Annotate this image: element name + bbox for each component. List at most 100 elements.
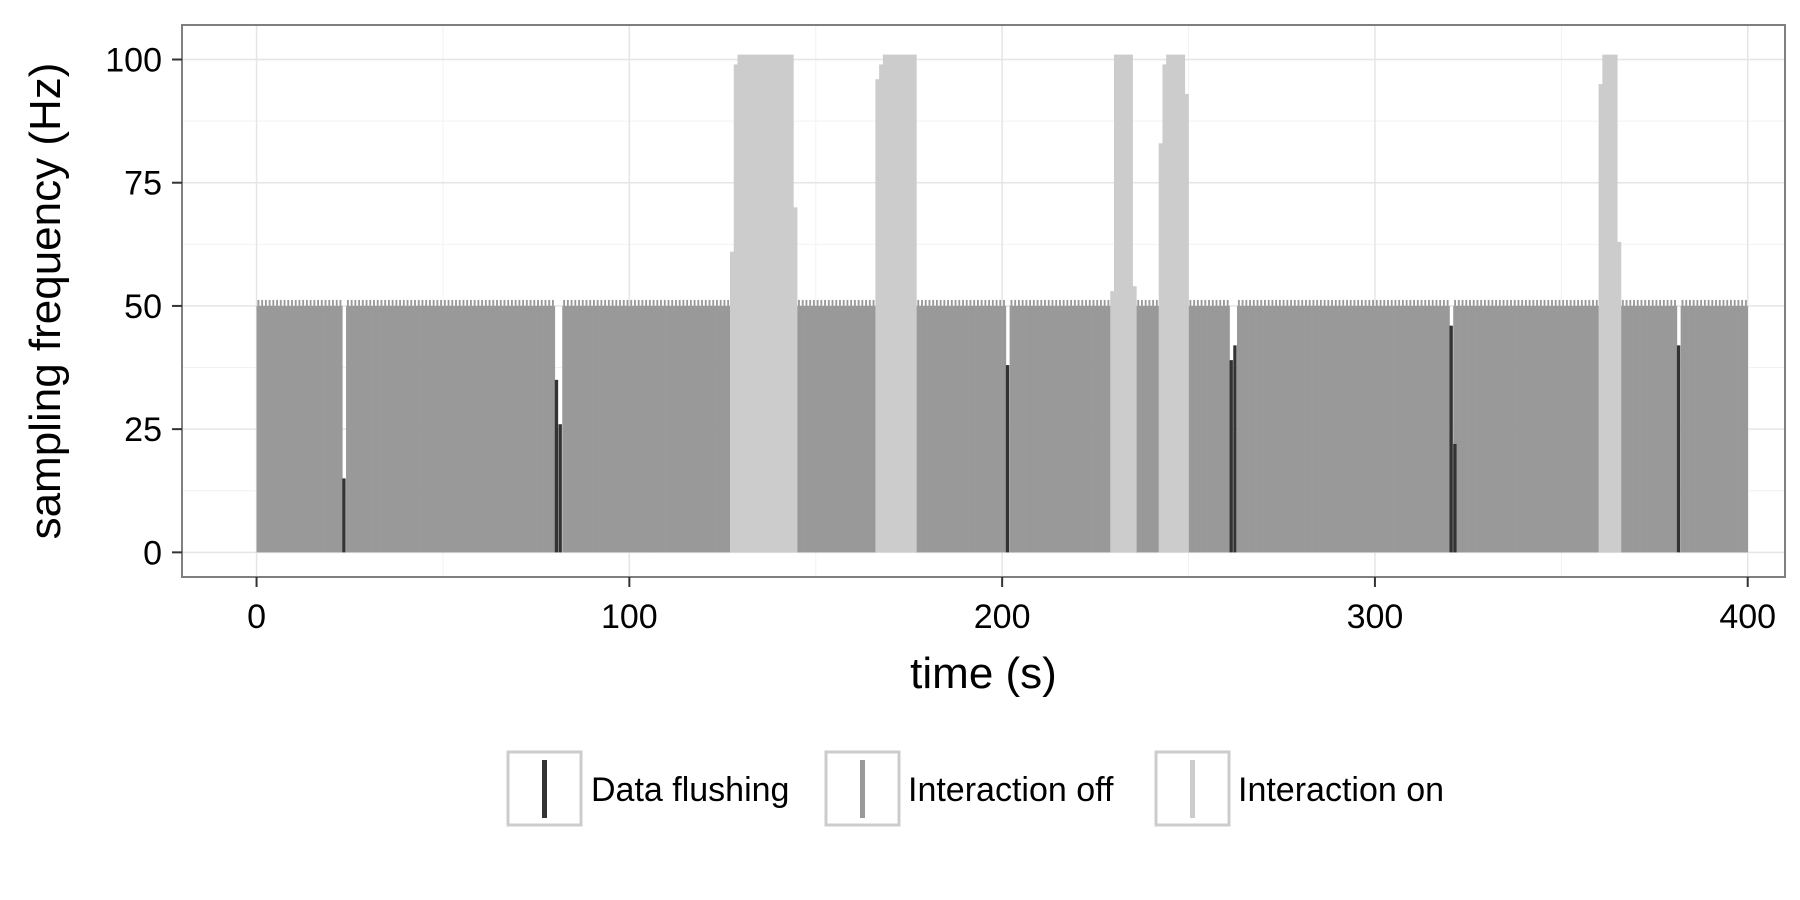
bar-interaction-off-cap — [622, 299, 625, 306]
bar-interaction-off — [450, 305, 455, 553]
bar-interaction-off-cap — [716, 299, 718, 306]
bar-interaction-off — [1706, 305, 1711, 553]
bar-interaction-off — [301, 305, 306, 553]
bar-interaction-off — [1647, 305, 1652, 553]
bar-interaction-off — [439, 305, 444, 553]
bar-interaction-off — [532, 305, 537, 553]
bar-interaction-off-cap — [816, 299, 819, 306]
bar-interaction-off-cap — [619, 299, 621, 306]
bar-interaction-off — [327, 305, 332, 553]
bar-interaction-off — [1266, 305, 1271, 553]
bar-interaction-on — [744, 54, 749, 553]
bar-interaction-off-cap — [320, 299, 323, 306]
bar-interaction-off — [349, 305, 354, 553]
bar-interaction-off — [1475, 305, 1480, 553]
bar-interaction-off-cap — [1208, 299, 1210, 306]
bar-interaction-off-cap — [921, 299, 923, 306]
bar-interaction-off — [1374, 305, 1379, 553]
bar-interaction-off — [1076, 305, 1081, 553]
bar-interaction-off-cap — [1029, 299, 1032, 306]
bar-interaction-off — [647, 305, 653, 553]
bar-interaction-off-cap — [1647, 299, 1650, 306]
bar-interaction-on — [1128, 54, 1133, 553]
bar-interaction-off-cap — [469, 299, 472, 306]
bar-interaction-off — [1095, 305, 1100, 553]
bar-interaction-off — [431, 305, 436, 553]
bar-interaction-on — [1177, 54, 1182, 553]
bar-interaction-off — [1013, 305, 1018, 553]
bar-interaction-off — [495, 305, 500, 553]
bar-interaction-off-cap — [928, 299, 931, 306]
bar-interaction-off-cap — [1003, 299, 1005, 306]
bar-interaction-off-cap — [358, 299, 361, 306]
bar-interaction-off-cap — [1592, 299, 1594, 306]
bar-interaction-off — [346, 305, 351, 553]
x-tick-label: 200 — [974, 598, 1031, 636]
bar-interaction-off — [1680, 305, 1685, 553]
bar-interaction-off-cap — [1099, 299, 1102, 306]
bar-interaction-off — [1415, 305, 1420, 553]
bar-interaction-off-cap — [1021, 299, 1024, 306]
bar-interaction-off-cap — [1055, 299, 1058, 306]
bar-interaction-off-cap — [1685, 299, 1688, 306]
bar-interaction-off-cap — [488, 299, 491, 306]
bar-interaction-off — [849, 305, 854, 553]
bar-interaction-off-cap — [1666, 299, 1669, 306]
bar-interaction-off-cap — [455, 299, 457, 306]
bar-interaction-off — [674, 305, 679, 553]
bar-interaction-off-cap — [443, 299, 446, 306]
bar-interaction-off-cap — [462, 299, 465, 306]
bar-interaction-off-cap — [1394, 299, 1397, 306]
bar-interaction-off — [599, 305, 604, 553]
bar-interaction-off — [573, 305, 578, 553]
bar-interaction-off-cap — [1513, 299, 1516, 306]
bar-interaction-off-cap — [868, 299, 871, 306]
bar-interaction-off-cap — [1327, 299, 1330, 306]
bar-interaction-off-cap — [1483, 299, 1486, 306]
bar-interaction-off-cap — [667, 299, 670, 306]
bar-interaction-off-cap — [831, 299, 834, 306]
bar-interaction-off — [1665, 305, 1670, 553]
bar-interaction-off — [375, 305, 380, 553]
bar-interaction-off-cap — [704, 299, 707, 306]
bar-interaction-off — [633, 305, 638, 553]
bar-interaction-off — [469, 305, 474, 553]
bar-interaction-off — [834, 305, 839, 553]
bar-interaction-off-cap — [939, 299, 942, 306]
bar-interaction-off — [524, 305, 529, 553]
bar-interaction-off — [711, 305, 716, 553]
bar-interaction-off — [979, 305, 984, 553]
bar-interaction-off-cap — [861, 299, 864, 306]
bar-interaction-off-cap — [1424, 299, 1427, 306]
bar-interaction-off-cap — [611, 299, 614, 306]
bar-interaction-off — [1658, 305, 1663, 553]
bar-interaction-off-cap — [1491, 299, 1494, 306]
bar-interaction-off — [409, 305, 414, 553]
bar-interaction-off-cap — [980, 299, 983, 306]
bar-interaction-on — [763, 54, 768, 553]
bar-interaction-off-cap — [1360, 299, 1363, 306]
bar-interaction-off-cap — [682, 299, 685, 306]
bar-interaction-off-cap — [499, 299, 502, 306]
legend: Data flushing Interaction off Interaction … — [506, 750, 1444, 827]
bar-interaction-off-cap — [1692, 299, 1695, 306]
bar-interaction-off-cap — [708, 299, 711, 306]
bar-interaction-off-cap — [1346, 299, 1348, 306]
bar-interaction-off — [1360, 305, 1365, 553]
bar-interaction-off — [267, 305, 272, 553]
bar-interaction-off — [1356, 305, 1361, 553]
bar-interaction-off — [483, 305, 488, 553]
bar-interaction-off-cap — [570, 299, 573, 306]
bar-interaction-on — [741, 54, 746, 553]
bar-interaction-off — [994, 305, 999, 553]
bar-interaction-off-cap — [1044, 299, 1046, 306]
bar-interaction-off — [1583, 305, 1588, 553]
bar-interaction-off-cap — [1636, 299, 1639, 306]
bar-interaction-off — [1248, 305, 1253, 553]
bar-interaction-off — [1505, 305, 1510, 553]
bar-interaction-off — [804, 305, 809, 553]
bar-interaction-off-cap — [1237, 299, 1240, 306]
bar-interaction-off — [1147, 305, 1152, 553]
legend-item: Data flushing — [506, 750, 789, 827]
